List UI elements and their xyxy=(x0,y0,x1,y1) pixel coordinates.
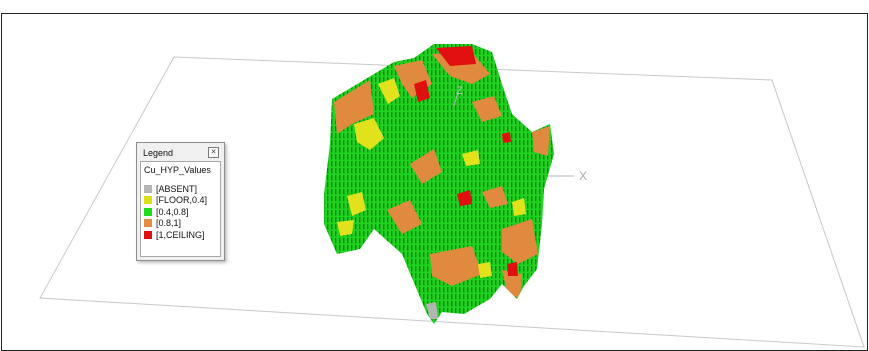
legend-item: [1,CEILING] xyxy=(144,229,207,241)
legend-list: [ABSENT] [FLOOR,0.4] [0.4,0.8] [0.8,1] [… xyxy=(144,183,207,241)
scene-canvas[interactable]: X xyxy=(2,14,867,350)
legend-item-label: [FLOOR,0.4] xyxy=(156,195,208,206)
legend-item-label: [0.4,0.8] xyxy=(156,206,189,217)
voxel-model[interactable] xyxy=(302,34,572,334)
z-axis-label: Z xyxy=(456,85,463,97)
legend-variable-name: Cu_HYP_Values xyxy=(144,165,211,175)
legend-item: [FLOOR,0.4] xyxy=(144,195,207,207)
legend-swatch-mid xyxy=(144,207,152,216)
legend-item: [0.4,0.8] xyxy=(144,206,207,218)
legend-title: Legend xyxy=(143,148,174,158)
ground-plane xyxy=(39,56,865,348)
legend-item-label: [1,CEILING] xyxy=(156,229,205,240)
legend-panel[interactable]: Legend ✕ Cu_HYP_Values [ABSENT] [FLOOR,0… xyxy=(136,142,225,261)
3d-viewport[interactable]: X xyxy=(1,13,868,351)
legend-swatch-floor xyxy=(144,196,152,205)
legend-swatch-absent xyxy=(144,184,152,193)
close-icon[interactable]: ✕ xyxy=(208,147,219,158)
x-axis-label: X xyxy=(579,169,587,183)
legend-item-label: [ABSENT] xyxy=(156,183,198,194)
legend-swatch-high xyxy=(144,219,152,228)
z-axis-line xyxy=(453,91,459,107)
legend-item: [ABSENT] xyxy=(144,183,207,195)
legend-item-label: [0.8,1] xyxy=(156,218,182,229)
legend-item: [0.8,1] xyxy=(144,218,207,230)
legend-swatch-ceiling xyxy=(144,230,152,239)
legend-body: Cu_HYP_Values [ABSENT] [FLOOR,0.4] [0.4,… xyxy=(140,161,221,257)
